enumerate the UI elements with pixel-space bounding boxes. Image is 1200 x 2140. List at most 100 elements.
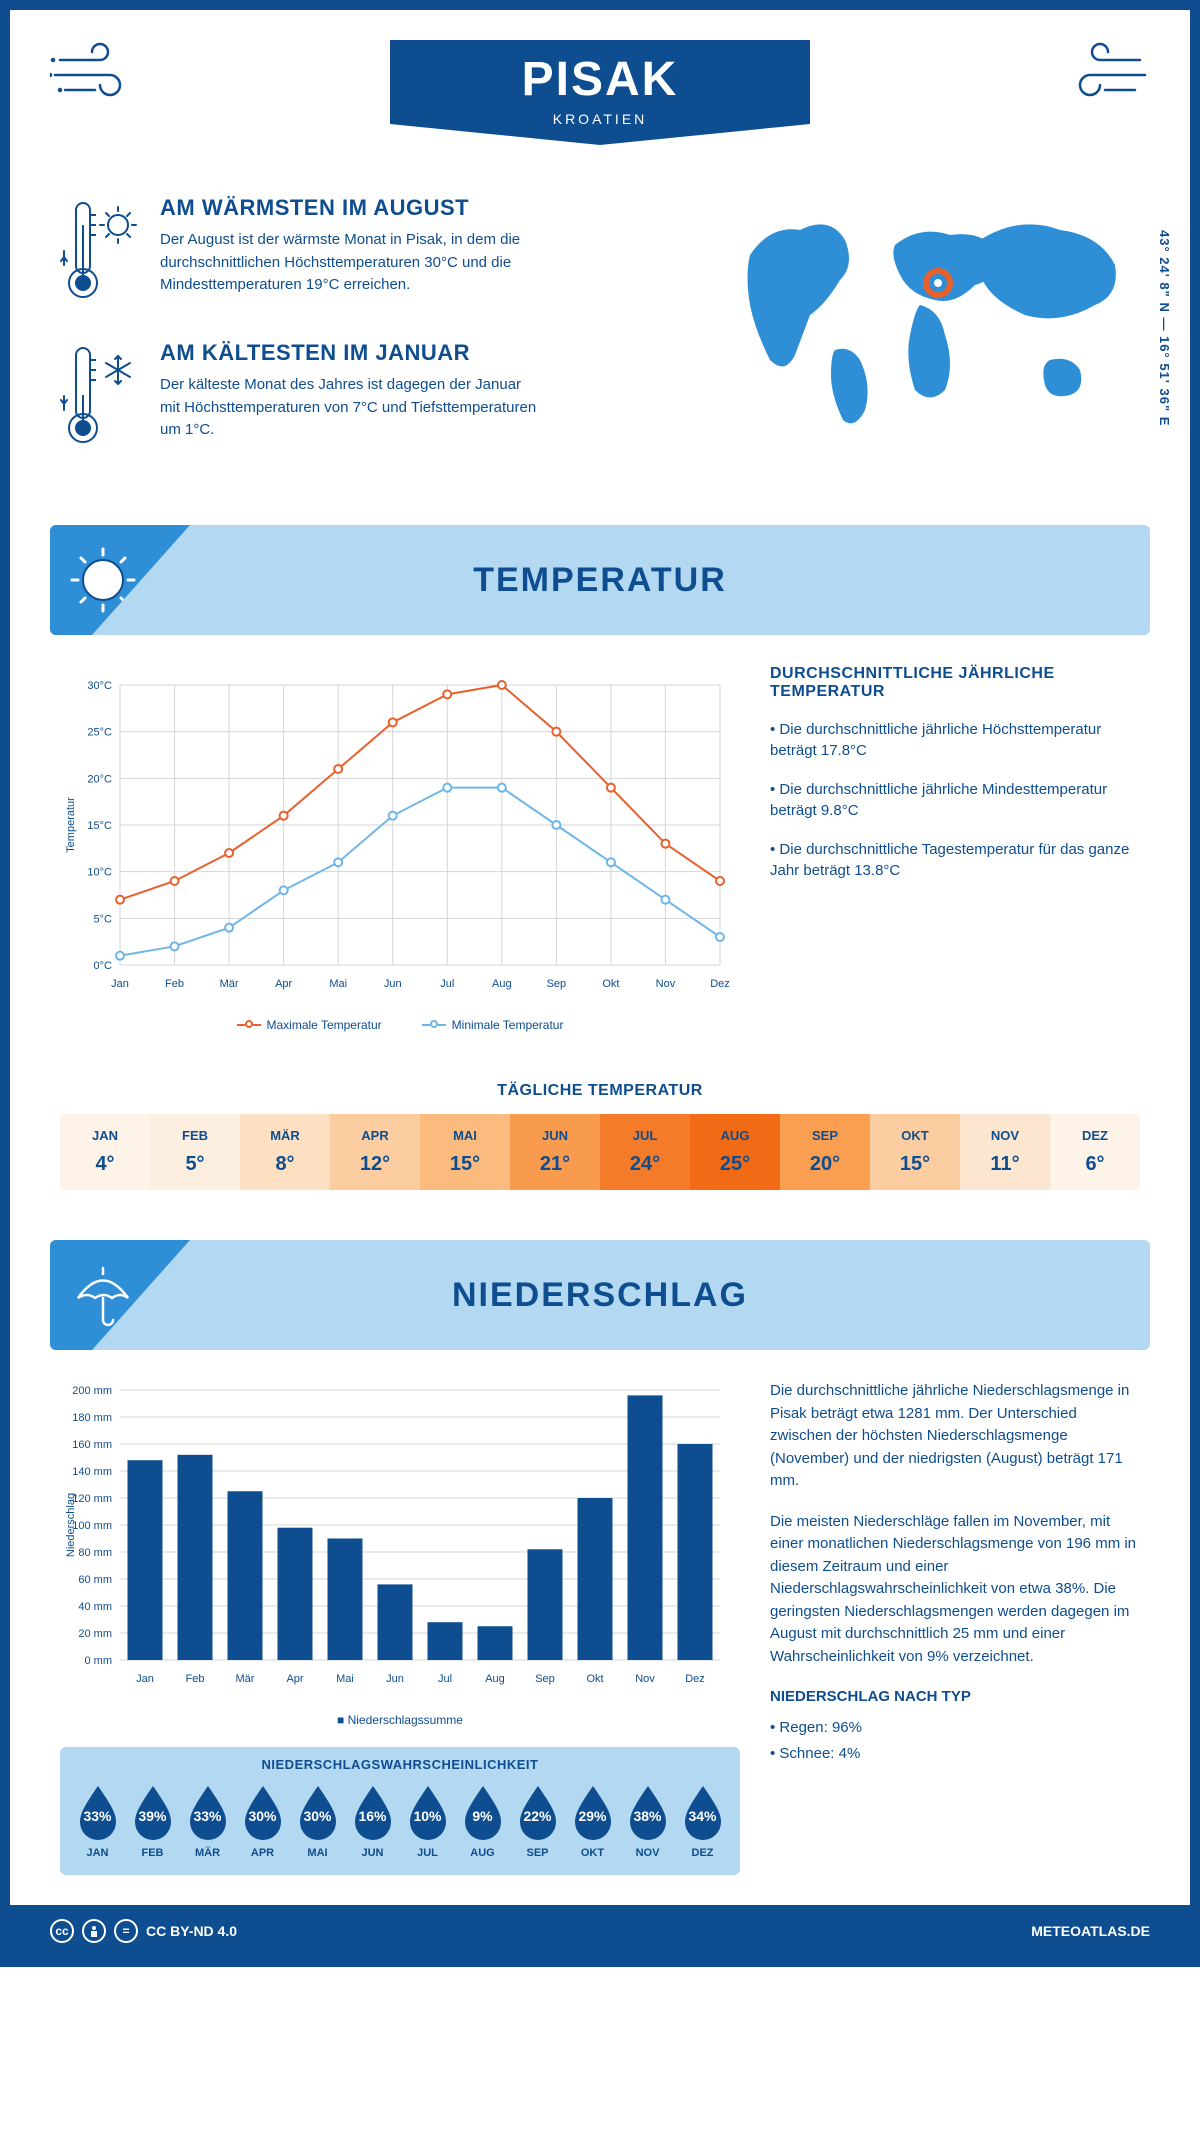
svg-text:Niederschlag: Niederschlag <box>65 1493 77 1557</box>
svg-text:30°C: 30°C <box>87 680 112 692</box>
daily-cell: FEB5° <box>150 1114 240 1190</box>
svg-text:Mär: Mär <box>236 1673 255 1685</box>
section-banner-precipitation: NIEDERSCHLAG <box>50 1240 1150 1350</box>
temperature-section: 0°C5°C10°C15°C20°C25°C30°CJanFebMärAprMa… <box>10 635 1190 1062</box>
section-title-temperature: TEMPERATUR <box>473 561 727 600</box>
temperature-line-chart: 0°C5°C10°C15°C20°C25°C30°CJanFebMärAprMa… <box>60 665 740 1032</box>
sun-icon <box>50 525 190 635</box>
daily-temperature-grid: JAN4°FEB5°MÄR8°APR12°MAI15°JUN21°JUL24°A… <box>60 1114 1140 1190</box>
svg-text:200 mm: 200 mm <box>72 1385 112 1397</box>
infographic-frame: PISAK KROATIEN 43° 24' 8" N — 16° 51' 36… <box>0 0 1200 1967</box>
city-title: PISAK <box>390 52 810 107</box>
svg-text:Jul: Jul <box>438 1673 452 1685</box>
temp-legend: Maximale Temperatur Minimale Temperatur <box>60 1018 740 1032</box>
section-banner-temperature: TEMPERATUR <box>50 525 1150 635</box>
svg-text:Nov: Nov <box>656 978 676 990</box>
precipitation-side-text: Die durchschnittliche jährliche Niedersc… <box>770 1380 1140 1875</box>
svg-text:Mai: Mai <box>336 1673 354 1685</box>
svg-text:Apr: Apr <box>275 978 292 990</box>
precip-legend: Niederschlagssumme <box>60 1713 740 1727</box>
svg-text:Dez: Dez <box>710 978 730 990</box>
daily-cell: MÄR8° <box>240 1114 330 1190</box>
svg-text:120 mm: 120 mm <box>72 1493 112 1505</box>
fact-warm-title: AM WÄRMSTEN IM AUGUST <box>160 195 540 221</box>
rain-drop: 30%MAI <box>292 1782 343 1859</box>
svg-text:Sep: Sep <box>535 1673 555 1685</box>
svg-text:80 mm: 80 mm <box>78 1547 112 1559</box>
svg-text:20°C: 20°C <box>87 773 112 785</box>
svg-text:25°C: 25°C <box>87 727 112 739</box>
fact-cold-title: AM KÄLTESTEN IM JANUAR <box>160 340 540 366</box>
svg-text:Jun: Jun <box>384 978 402 990</box>
rain-drop: 38%NOV <box>622 1782 673 1859</box>
precipitation-bar-chart: 0 mm20 mm40 mm60 mm80 mm100 mm120 mm140 … <box>60 1380 740 1700</box>
svg-text:Temperatur: Temperatur <box>65 797 77 853</box>
svg-text:0°C: 0°C <box>94 960 113 972</box>
svg-text:Feb: Feb <box>186 1673 205 1685</box>
intro-section: AM WÄRMSTEN IM AUGUST Der August ist der… <box>10 195 1190 525</box>
section-title-precipitation: NIEDERSCHLAG <box>452 1276 748 1315</box>
nd-icon: = <box>114 1919 138 1943</box>
umbrella-icon <box>50 1240 190 1350</box>
rain-drop: 33%JAN <box>72 1782 123 1859</box>
svg-text:20 mm: 20 mm <box>78 1628 112 1640</box>
rain-drop: 29%OKT <box>567 1782 618 1859</box>
precipitation-probability-box: NIEDERSCHLAGSWAHRSCHEINLICHKEIT 33%JAN39… <box>60 1747 740 1875</box>
site-credit: METEOATLAS.DE <box>1031 1923 1150 1939</box>
fact-coldest: AM KÄLTESTEN IM JANUAR Der kälteste Mona… <box>60 340 680 455</box>
rain-drop: 9%AUG <box>457 1782 508 1859</box>
svg-text:Jul: Jul <box>440 978 454 990</box>
wind-icon-left <box>50 40 150 115</box>
daily-cell: SEP20° <box>780 1114 870 1190</box>
rain-drop: 30%APR <box>237 1782 288 1859</box>
svg-text:160 mm: 160 mm <box>72 1439 112 1451</box>
daily-temp-title: TÄGLICHE TEMPERATUR <box>10 1082 1190 1100</box>
svg-text:100 mm: 100 mm <box>72 1520 112 1532</box>
svg-text:Jan: Jan <box>136 1673 154 1685</box>
footer: cc = CC BY-ND 4.0 METEOATLAS.DE <box>10 1905 1190 1957</box>
svg-text:Apr: Apr <box>286 1673 303 1685</box>
svg-text:Dez: Dez <box>685 1673 705 1685</box>
fact-cold-text: Der kälteste Monat des Jahres ist dagege… <box>160 374 540 442</box>
svg-text:Aug: Aug <box>485 1673 505 1685</box>
rain-drop: 22%SEP <box>512 1782 563 1859</box>
svg-text:Okt: Okt <box>586 1673 603 1685</box>
svg-text:Mär: Mär <box>220 978 239 990</box>
prob-title: NIEDERSCHLAGSWAHRSCHEINLICHKEIT <box>72 1757 728 1772</box>
svg-text:Okt: Okt <box>602 978 619 990</box>
temp-side-title: DURCHSCHNITTLICHE JÄHRLICHE TEMPERATUR <box>770 665 1140 701</box>
svg-text:0 mm: 0 mm <box>85 1655 113 1667</box>
fact-warm-text: Der August ist der wärmste Monat in Pisa… <box>160 229 540 297</box>
svg-text:Jan: Jan <box>111 978 129 990</box>
daily-cell: DEZ6° <box>1050 1114 1140 1190</box>
svg-text:Feb: Feb <box>165 978 184 990</box>
daily-cell: JUN21° <box>510 1114 600 1190</box>
rain-drop: 16%JUN <box>347 1782 398 1859</box>
header: PISAK KROATIEN <box>10 10 1190 195</box>
svg-text:Aug: Aug <box>492 978 512 990</box>
daily-cell: OKT15° <box>870 1114 960 1190</box>
license-block: cc = CC BY-ND 4.0 <box>50 1919 237 1943</box>
temperature-side-text: DURCHSCHNITTLICHE JÄHRLICHE TEMPERATUR •… <box>770 665 1140 1032</box>
svg-text:Jun: Jun <box>386 1673 404 1685</box>
svg-text:60 mm: 60 mm <box>78 1574 112 1586</box>
rain-drop: 39%FEB <box>127 1782 178 1859</box>
country-subtitle: KROATIEN <box>390 111 810 127</box>
daily-cell: APR12° <box>330 1114 420 1190</box>
svg-text:5°C: 5°C <box>94 913 113 925</box>
thermometer-sun-icon <box>60 195 140 310</box>
by-icon <box>82 1919 106 1943</box>
fact-warmest: AM WÄRMSTEN IM AUGUST Der August ist der… <box>60 195 680 310</box>
svg-text:140 mm: 140 mm <box>72 1466 112 1478</box>
license-text: CC BY-ND 4.0 <box>146 1923 237 1939</box>
thermometer-snow-icon <box>60 340 140 455</box>
rain-drop: 34%DEZ <box>677 1782 728 1859</box>
rain-drop: 10%JUL <box>402 1782 453 1859</box>
wind-icon-right <box>1050 40 1150 115</box>
svg-text:15°C: 15°C <box>87 820 112 832</box>
cc-icon: cc <box>50 1919 74 1943</box>
world-map <box>720 195 1140 485</box>
svg-text:Mai: Mai <box>329 978 347 990</box>
daily-cell: AUG25° <box>690 1114 780 1190</box>
daily-cell: JUL24° <box>600 1114 690 1190</box>
